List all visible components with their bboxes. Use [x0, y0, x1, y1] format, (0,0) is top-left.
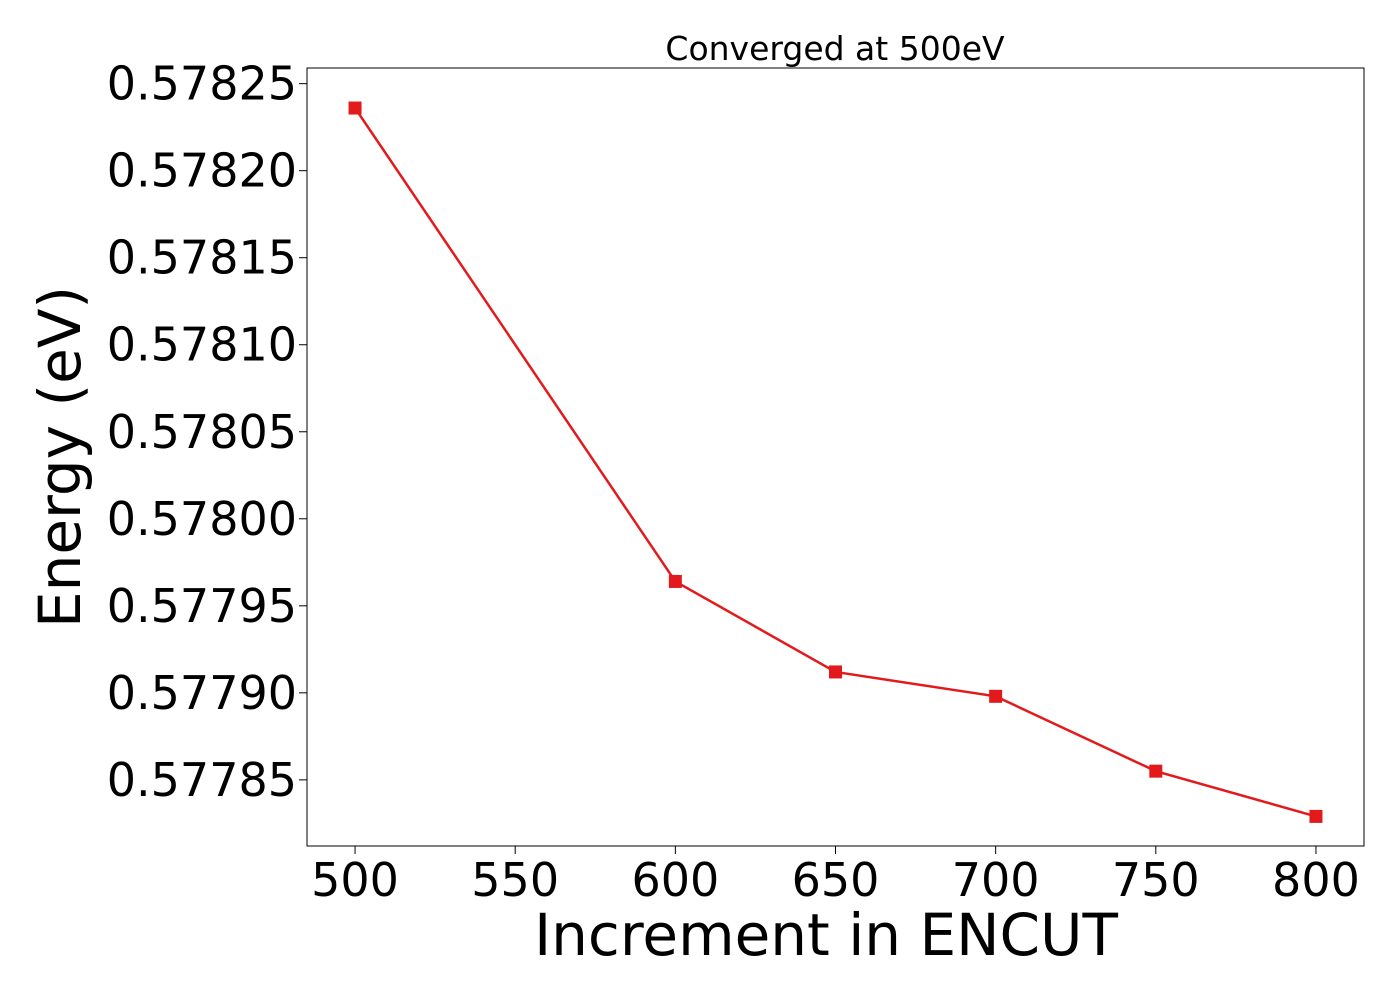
y-tick-label: 0.57800 [107, 492, 297, 546]
y-tick-label: 0.57805 [107, 405, 297, 459]
y-tick-label: 0.57820 [107, 144, 297, 198]
series-lines [354, 107, 1317, 818]
x-tick-label: 650 [792, 853, 880, 907]
x-tick-label: 750 [1112, 853, 1200, 907]
data-point [348, 101, 362, 115]
x-tick-label: 500 [311, 853, 399, 907]
series-markers [348, 101, 1323, 823]
y-tick-label: 0.57810 [107, 318, 297, 372]
x-tick-label: 800 [1272, 853, 1360, 907]
y-tick-label: 0.57815 [107, 231, 297, 285]
y-axis-ticks: 0.57785 0.57790 0.57795 0.57800 0.57805 0.578… [107, 57, 307, 807]
y-tick-label: 0.57795 [107, 579, 297, 633]
y-tick-label: 0.57790 [107, 666, 297, 720]
series-line [354, 107, 1317, 818]
data-point [668, 574, 682, 588]
data-point [829, 665, 842, 679]
x-axis-ticks: 500 550 600 650 700 750 800 [311, 846, 1360, 907]
x-tick-label: 600 [631, 853, 719, 907]
x-tick-label: 700 [952, 853, 1040, 907]
plot-frame [306, 67, 1365, 847]
chart-title: Converged at 500eV [665, 29, 1005, 68]
data-point [989, 689, 1003, 703]
y-tick-label: 0.57825 [107, 57, 297, 111]
plot-area [307, 68, 1364, 846]
x-tick-label: 550 [471, 853, 559, 907]
y-tick-label: 0.57785 [107, 753, 297, 807]
x-axis-label: Increment in ENCUT [534, 901, 1118, 969]
data-point [1149, 764, 1163, 778]
data-point [1309, 809, 1323, 823]
y-axis-label: Energy (eV) [26, 286, 94, 628]
